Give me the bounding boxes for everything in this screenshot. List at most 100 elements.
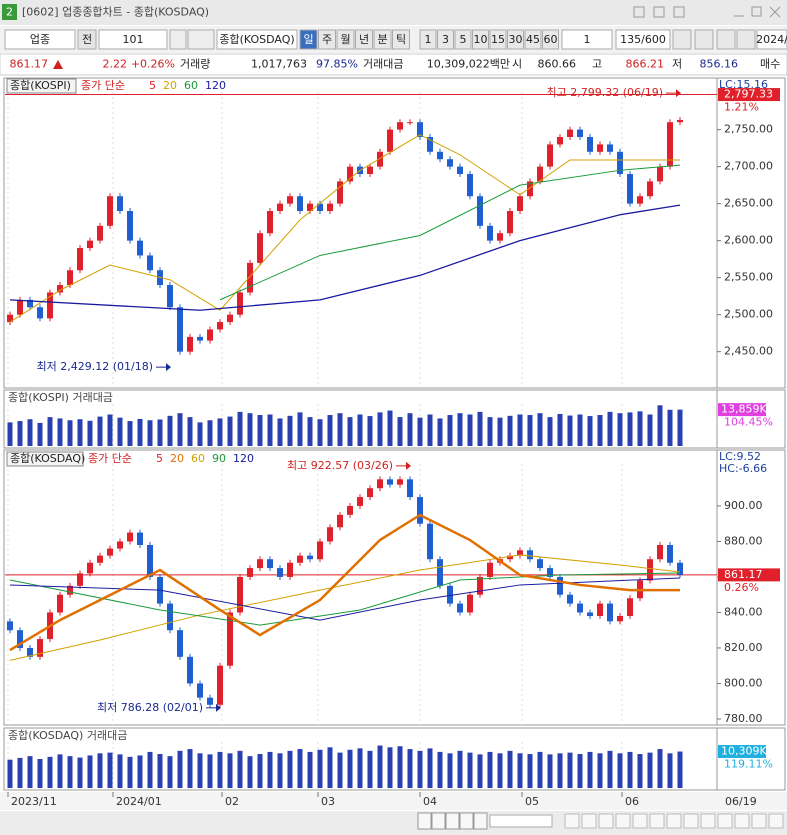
volume-bar	[7, 422, 13, 446]
tool-button[interactable]	[694, 29, 714, 50]
series-name: 종합(KOSPI)	[10, 79, 71, 92]
volume-bar	[147, 751, 153, 788]
period-button[interactable]	[318, 29, 336, 50]
candle-body	[537, 559, 543, 569]
candle-body	[277, 203, 283, 212]
interval-button[interactable]	[489, 29, 507, 50]
search-button[interactable]	[169, 29, 187, 50]
candle-body	[627, 174, 633, 204]
candle-body	[407, 479, 413, 498]
window-buttons[interactable]	[633, 6, 781, 18]
volume-bar	[227, 753, 233, 788]
y-tick-label: 900.00	[724, 499, 763, 512]
scroll-button[interactable]	[473, 812, 488, 830]
interval-button[interactable]	[472, 29, 489, 50]
count-field[interactable]	[561, 29, 613, 50]
scroll-button[interactable]	[445, 812, 460, 830]
quote-field: 저	[672, 58, 682, 71]
moving-average	[9, 513, 680, 652]
candle-body	[667, 122, 673, 167]
candle-body	[77, 248, 83, 271]
note-label: 최고 922.57 (03/26)	[287, 459, 393, 472]
volume-bar	[447, 753, 453, 788]
interval-button[interactable]	[419, 29, 437, 50]
period-button[interactable]	[299, 29, 318, 50]
tool-icon[interactable]	[717, 813, 733, 829]
volume-bar	[487, 751, 493, 788]
up-arrow	[53, 60, 63, 69]
candle-body	[447, 159, 453, 167]
tool-icon[interactable]	[666, 813, 682, 829]
tool-icon[interactable]	[649, 813, 665, 829]
candle-body	[387, 479, 393, 485]
tool-icon[interactable]	[632, 813, 648, 829]
volume-bar	[217, 751, 223, 788]
interval-button[interactable]	[542, 29, 559, 50]
date-field[interactable]	[756, 29, 787, 50]
volume-bar	[237, 750, 243, 788]
scroll-button[interactable]	[417, 812, 432, 830]
candle-body	[317, 203, 323, 212]
tool-icon[interactable]	[700, 813, 716, 829]
y-tick-label: 840.00	[724, 605, 763, 618]
period-button-label: 틱	[396, 33, 406, 46]
candle-body	[467, 174, 473, 197]
candle-body	[557, 137, 563, 145]
period-button[interactable]	[392, 29, 410, 50]
candle-body	[407, 122, 413, 124]
tool-button[interactable]	[736, 29, 756, 50]
interval-button[interactable]	[507, 29, 524, 50]
period-flag[interactable]	[77, 29, 97, 50]
tool-button[interactable]	[672, 29, 692, 50]
legend-entry: 5	[156, 452, 163, 465]
volume-bar	[417, 750, 423, 788]
volume-bar	[377, 745, 383, 788]
sound-button[interactable]	[187, 29, 215, 50]
tool-icon[interactable]	[564, 813, 580, 829]
candle-body	[317, 541, 323, 560]
period-button[interactable]	[336, 29, 355, 50]
candle-body	[297, 555, 303, 563]
interval-button[interactable]	[437, 29, 454, 50]
name-field[interactable]	[216, 29, 298, 50]
candle-body	[27, 299, 33, 308]
volume-bar	[327, 415, 333, 446]
tool-button[interactable]	[716, 29, 736, 50]
candle-body	[67, 585, 73, 595]
scroll-button[interactable]	[431, 812, 446, 830]
interval-button[interactable]	[524, 29, 542, 50]
market-select[interactable]	[4, 29, 76, 50]
volume-bar	[427, 414, 433, 446]
tool-icon[interactable]	[615, 813, 631, 829]
tool-icon[interactable]	[598, 813, 614, 829]
y-tick-label: 2,600.00	[724, 234, 773, 247]
scroll-track[interactable]	[489, 814, 553, 828]
candle-body	[357, 497, 363, 506]
price-panel	[3, 77, 786, 389]
candle-body	[397, 479, 403, 485]
volume-bar	[47, 756, 53, 788]
x-tick-label: 2023/11	[11, 795, 57, 808]
quote-bar	[0, 53, 787, 76]
tool-icon[interactable]	[581, 813, 597, 829]
volume-bar	[647, 414, 653, 446]
note-arrowhead	[166, 363, 171, 372]
count-field-label: 1	[584, 33, 591, 46]
range-field[interactable]	[615, 29, 671, 50]
scroll-button[interactable]	[459, 812, 474, 830]
interval-button[interactable]	[454, 29, 472, 50]
tool-icon[interactable]	[734, 813, 750, 829]
tool-icon[interactable]	[768, 813, 784, 829]
candle-body	[147, 545, 153, 577]
volume-bar	[207, 420, 213, 446]
period-button[interactable]	[373, 29, 392, 50]
title-bar	[0, 0, 787, 25]
period-button[interactable]	[355, 29, 373, 50]
tool-icon[interactable]	[683, 813, 699, 829]
tool-icon[interactable]	[751, 813, 767, 829]
candle-body	[107, 196, 113, 226]
code-input[interactable]	[98, 29, 168, 50]
volume-bar	[107, 414, 113, 446]
candle-body	[517, 550, 523, 556]
volume-bar	[247, 413, 253, 446]
